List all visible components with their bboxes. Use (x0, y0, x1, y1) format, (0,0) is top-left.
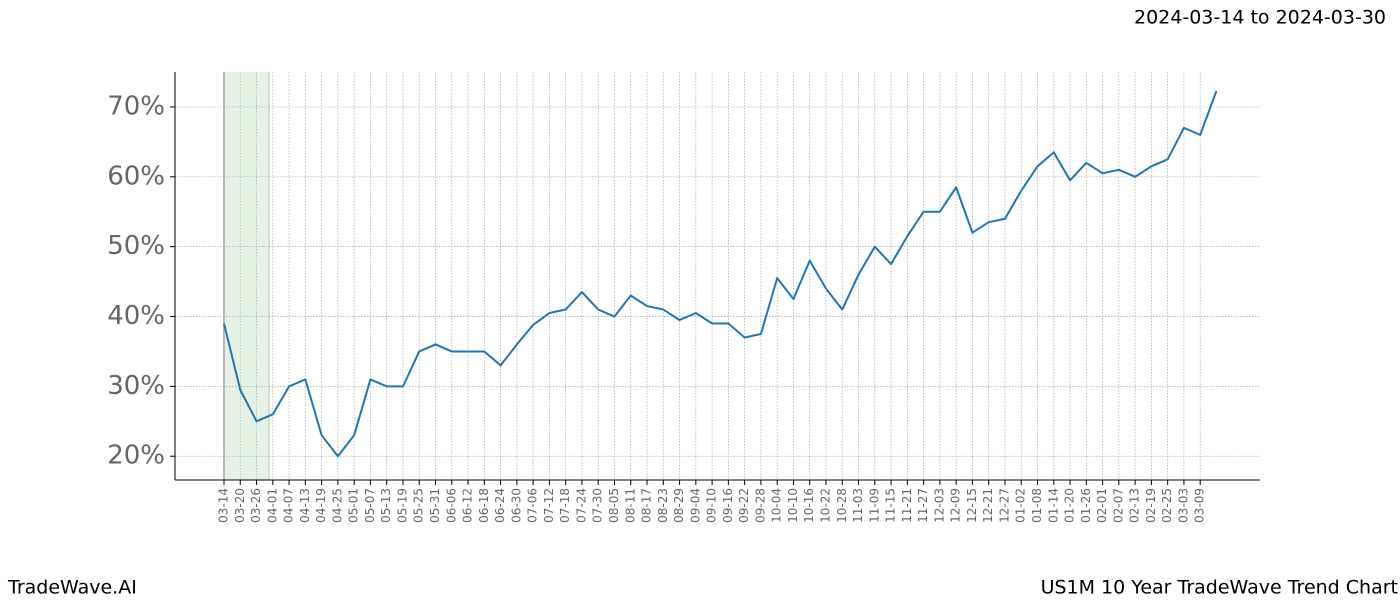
y-tick-label: 70% (107, 91, 165, 121)
x-tick-label: 12-03 (932, 488, 946, 523)
y-tick-label: 20% (107, 441, 165, 471)
x-tick-label: 11-09 (867, 488, 881, 523)
x-tick-label: 04-13 (298, 488, 312, 523)
y-tick-label: 40% (107, 301, 165, 331)
x-tick-label: 09-10 (705, 488, 719, 523)
x-tick-label: 07-24 (574, 488, 588, 523)
trend-line (223, 90, 1218, 458)
x-tick-label: 08-11 (623, 488, 637, 523)
x-tick-label: 08-23 (656, 488, 670, 523)
y-tick-label: 60% (107, 161, 165, 191)
x-tick-label: 05-25 (412, 488, 426, 523)
x-tick-label: 03-03 (1176, 488, 1190, 523)
x-tick-label: 10-04 (770, 488, 784, 523)
x-tick-label: 08-29 (672, 488, 686, 523)
x-tick-label: 09-16 (721, 488, 735, 523)
x-tick-label: 03-09 (1193, 488, 1207, 523)
x-tick-label: 09-04 (688, 488, 702, 523)
x-tick-label: 05-13 (379, 488, 393, 523)
x-tick-label: 09-22 (737, 488, 751, 523)
x-tick-label: 01-20 (1063, 488, 1077, 523)
x-tick-label: 05-01 (347, 488, 361, 523)
y-tick-label: 50% (107, 231, 165, 261)
x-tick-label: 07-18 (558, 488, 572, 523)
x-tick-label: 07-06 (526, 488, 540, 523)
brand: TradeWave.AI (7, 577, 137, 599)
x-tick-label: 02-07 (1111, 488, 1125, 523)
x-tick-label: 07-30 (591, 488, 605, 523)
x-tick-label: 08-05 (607, 488, 621, 523)
x-tick-label: 05-31 (428, 488, 442, 523)
x-tick-label: 05-07 (363, 488, 377, 523)
x-tick-label: 03-14 (217, 488, 231, 523)
x-tick-label: 06-18 (477, 488, 491, 523)
x-tick-label: 07-12 (542, 488, 556, 523)
x-tick-label: 01-26 (1079, 488, 1093, 523)
x-tick-label: 03-20 (233, 488, 247, 523)
x-tick-label: 05-19 (395, 488, 409, 523)
x-tick-label: 10-22 (818, 488, 832, 523)
x-tick-label: 10-28 (835, 488, 849, 523)
x-tick-label: 10-16 (802, 488, 816, 523)
x-tick-label: 08-17 (640, 488, 654, 523)
x-tick-label: 12-09 (949, 488, 963, 523)
x-tick-label: 04-25 (330, 488, 344, 523)
x-tick-label: 06-06 (444, 488, 458, 523)
grid (175, 72, 1260, 480)
y-tick-label: 30% (107, 371, 165, 401)
x-tick-label: 12-21 (981, 488, 995, 523)
x-tick-label: 09-28 (753, 488, 767, 523)
date-range: 2024-03-14 to 2024-03-30 (1134, 7, 1386, 29)
x-tick-label: 12-27 (997, 488, 1011, 523)
x-tick-label: 01-14 (1046, 488, 1060, 523)
chart-name: US1M 10 Year TradeWave Trend Chart (1041, 577, 1398, 599)
x-tick-label: 11-15 (884, 488, 898, 523)
x-tick-label: 02-13 (1128, 488, 1142, 523)
x-tick-label: 06-30 (509, 488, 523, 523)
x-tick-label: 01-08 (1030, 488, 1044, 523)
x-tick-label: 10-10 (786, 488, 800, 523)
x-tick-label: 12-15 (965, 488, 979, 523)
x-tick-label: 06-12 (461, 488, 475, 523)
x-tick-label: 11-21 (900, 488, 914, 523)
x-tick-label: 11-27 (916, 488, 930, 523)
x-tick-label: 02-01 (1095, 488, 1109, 523)
x-tick-label: 02-19 (1144, 488, 1158, 523)
x-tick-label: 04-07 (282, 488, 296, 523)
highlight-region (224, 72, 269, 480)
x-tick-label: 04-01 (265, 488, 279, 523)
x-tick-label: 02-25 (1160, 488, 1174, 523)
x-tick-label: 01-02 (1014, 488, 1028, 523)
x-tick-label: 11-03 (851, 488, 865, 523)
plot (223, 90, 1218, 458)
x-tick-label: 03-26 (249, 488, 263, 523)
x-tick-label: 06-24 (493, 488, 507, 523)
x-tick-label: 04-19 (314, 488, 328, 523)
